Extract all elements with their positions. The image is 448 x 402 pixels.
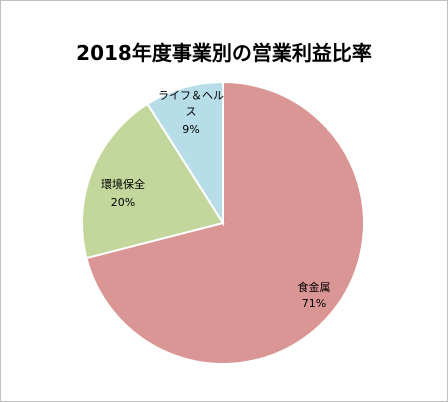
slice-percent-1: 20% xyxy=(111,196,135,209)
pie-slice-0 xyxy=(85,80,365,365)
slice-label-0: 食金属 xyxy=(298,280,331,294)
chart-title: 2018年度事業別の営業利益比率 xyxy=(76,41,372,65)
slice-percent-2: 9% xyxy=(182,123,199,136)
slice-label-2-line2: ス xyxy=(186,105,197,118)
slice-label-1: 環境保全 xyxy=(101,177,145,191)
pie-slice-1 xyxy=(81,102,225,260)
slice-percent-0: 71% xyxy=(302,297,326,310)
slice-label-2-line1: ライフ＆ヘル xyxy=(158,89,224,102)
pie-slice-2 xyxy=(146,80,224,227)
